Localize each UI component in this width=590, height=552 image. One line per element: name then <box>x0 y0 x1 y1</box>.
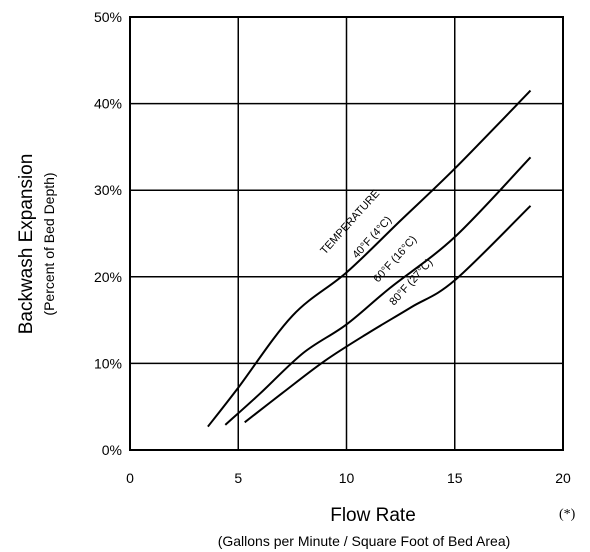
y-tick-label: 30% <box>94 182 122 198</box>
series-line-2 <box>244 205 532 424</box>
y-tick-label: 20% <box>94 269 122 285</box>
y-tick-label: 50% <box>94 9 122 25</box>
y-axis-title: Backwash Expansion <box>16 154 37 335</box>
x-tick-label: 5 <box>234 470 242 486</box>
x-tick-label: 0 <box>126 470 134 486</box>
series-line-1 <box>224 156 532 426</box>
y-tick-label: 40% <box>94 96 122 112</box>
x-axis-title: Flow Rate <box>330 505 416 526</box>
series-line-0 <box>207 89 532 428</box>
series-lines <box>207 89 532 428</box>
plot-frame <box>129 16 564 451</box>
grid <box>130 17 563 450</box>
x-tick-label: 20 <box>555 470 571 486</box>
temperature-labels: TEMPERATURE 40°F (4°C) 60°F (16°C) 80°F … <box>318 188 435 308</box>
x-tick-label: 10 <box>339 470 355 486</box>
x-tick-labels: 0 5 10 15 20 <box>126 470 571 486</box>
footnote-marker: (*) <box>559 507 576 522</box>
y-tick-labels: 0% 10% 20% 30% 40% 50% <box>94 9 122 458</box>
y-axis-subtitle: (Percent of Bed Depth) <box>41 172 57 315</box>
y-tick-label: 0% <box>102 442 122 458</box>
x-axis-subtitle: (Gallons per Minute / Square Foot of Bed… <box>218 533 511 549</box>
x-tick-label: 15 <box>447 470 463 486</box>
y-tick-label: 10% <box>94 355 122 371</box>
